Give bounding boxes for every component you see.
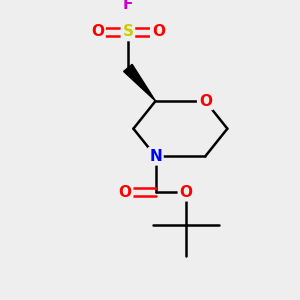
Text: S: S <box>122 25 134 40</box>
Polygon shape <box>124 64 155 101</box>
Text: O: O <box>179 185 192 200</box>
Text: O: O <box>199 94 212 109</box>
Text: O: O <box>118 185 132 200</box>
Text: O: O <box>152 25 165 40</box>
Text: O: O <box>91 25 104 40</box>
Text: N: N <box>149 149 162 164</box>
Text: F: F <box>123 0 133 12</box>
